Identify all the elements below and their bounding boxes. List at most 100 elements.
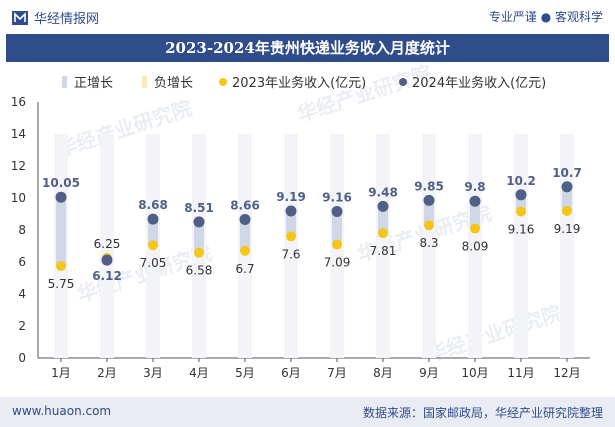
positive-growth-bar <box>286 210 296 237</box>
brand-name: 华经情报网 <box>34 12 100 27</box>
watermark-0: 华经产业研究院 <box>54 96 195 162</box>
data-label-2023: 7.05 <box>140 256 167 270</box>
point-2023 <box>286 231 296 242</box>
x-tick-label: 9月 <box>419 366 439 380</box>
data-label-2023: 7.81 <box>370 244 397 258</box>
positive-growth-bar <box>516 194 526 212</box>
x-tick-label: 8月 <box>373 366 393 380</box>
point-2023 <box>56 261 66 271</box>
y-tick-label: 16 <box>11 95 26 109</box>
chart-title: 2023-2024年贵州快递业务收入月度统计 <box>6 34 609 62</box>
x-tick-label: 1月 <box>51 366 71 380</box>
chart: 华经产业研究院华经产业研究院华经产业研究院华经产业研究院华经产业研究院正增长负增… <box>11 62 590 380</box>
legend-label-2: 2023年业务收入(亿元) <box>232 75 366 91</box>
point-2024 <box>377 200 389 212</box>
point-2024 <box>515 189 527 201</box>
column-bg <box>284 134 298 358</box>
point-2023 <box>148 240 158 251</box>
legend-marker-1 <box>142 76 147 88</box>
data-label-2024: 8.66 <box>230 198 260 212</box>
column-bg <box>100 134 114 358</box>
footer-url[interactable]: www.huaon.com <box>12 404 112 418</box>
data-label-2024: 9.19 <box>276 190 306 204</box>
point-2023 <box>470 223 480 234</box>
x-tick-label: 7月 <box>327 366 347 380</box>
data-label-2024: 10.05 <box>42 176 80 190</box>
top-bar: 华经情报网 专业严谨 ● 客观科学 <box>0 0 615 32</box>
data-label-2023: 7.09 <box>324 256 351 270</box>
data-source: 数据来源：国家邮政局，华经产业研究院整理 <box>362 406 603 420</box>
point-2024 <box>561 181 573 193</box>
data-label-2023: 7.6 <box>281 247 300 261</box>
data-label-2023: 9.16 <box>508 222 535 236</box>
legend-label-0: 正增长 <box>74 76 113 91</box>
legend-marker-2 <box>219 78 227 86</box>
point-2023 <box>194 247 204 258</box>
brand-logo-icon <box>12 10 28 25</box>
legend-label-3: 2024年业务收入(亿元) <box>412 75 546 91</box>
y-tick-label: 4 <box>18 287 26 301</box>
y-tick-label: 14 <box>11 127 26 141</box>
y-tick-label: 10 <box>11 191 26 205</box>
column-bg <box>376 134 390 358</box>
data-label-2024: 10.2 <box>506 174 536 188</box>
legend-marker-0 <box>62 76 67 88</box>
point-2024 <box>469 195 481 207</box>
point-2024 <box>331 205 343 217</box>
point-2024 <box>55 191 67 203</box>
positive-growth-bar <box>240 219 250 251</box>
positive-growth-bar <box>424 200 434 226</box>
data-label-2024: 10.7 <box>552 166 582 180</box>
x-tick-label: 2月 <box>97 366 117 380</box>
positive-growth-bar <box>56 197 66 266</box>
data-label-2023: 9.19 <box>554 222 581 236</box>
point-2023 <box>240 245 250 256</box>
y-tick-label: 12 <box>11 159 26 173</box>
watermark-4: 华经产业研究院 <box>424 301 565 367</box>
y-tick-label: 6 <box>18 255 26 269</box>
positive-growth-bar <box>470 201 480 229</box>
x-tick-label: 5月 <box>235 366 255 380</box>
data-label-2023: 5.75 <box>48 277 75 291</box>
x-tick-label: 4月 <box>189 366 209 380</box>
data-label-2023: 6.7 <box>235 262 254 276</box>
point-2024 <box>193 216 205 228</box>
x-tick-label: 10月 <box>461 366 488 380</box>
x-tick-label: 12月 <box>553 366 580 380</box>
footer: www.huaon.com 数据来源：国家邮政局，华经产业研究院整理 <box>0 397 615 427</box>
positive-growth-bar <box>148 219 158 246</box>
x-tick-label: 11月 <box>507 366 534 380</box>
positive-growth-bar <box>378 206 388 234</box>
point-2023 <box>562 205 572 216</box>
data-label-2023: 8.3 <box>419 236 438 250</box>
brand[interactable]: 华经情报网 <box>12 8 99 27</box>
point-2024 <box>101 254 113 266</box>
x-tick-label: 3月 <box>143 366 163 380</box>
column-bg <box>468 134 482 358</box>
column-bg <box>514 134 528 358</box>
data-label-2024: 8.51 <box>184 201 214 215</box>
positive-growth-bar <box>562 186 572 211</box>
y-tick-label: 8 <box>18 223 26 237</box>
positive-growth-bar <box>194 221 204 253</box>
data-label-2024: 9.8 <box>464 180 485 194</box>
point-2024 <box>239 213 251 225</box>
legend-marker-3 <box>399 78 407 86</box>
data-label-2023: 8.09 <box>462 240 489 254</box>
y-tick-label: 0 <box>18 351 26 365</box>
point-2023 <box>424 220 434 231</box>
tagline: 专业严谨 ● 客观科学 <box>488 10 603 24</box>
data-label-2024: 6.12 <box>92 269 122 283</box>
data-label-2024: 9.16 <box>322 190 352 204</box>
point-2023 <box>378 228 388 239</box>
watermark-1: 华经产业研究院 <box>294 62 435 127</box>
point-2024 <box>147 213 159 225</box>
point-2023 <box>332 239 342 250</box>
x-tick-label: 6月 <box>281 366 301 380</box>
point-2023 <box>516 206 526 217</box>
data-label-2024: 9.48 <box>368 185 398 199</box>
point-2024 <box>285 205 297 217</box>
point-2024 <box>423 194 435 206</box>
positive-growth-bar <box>332 211 342 245</box>
y-tick-label: 2 <box>18 319 26 333</box>
